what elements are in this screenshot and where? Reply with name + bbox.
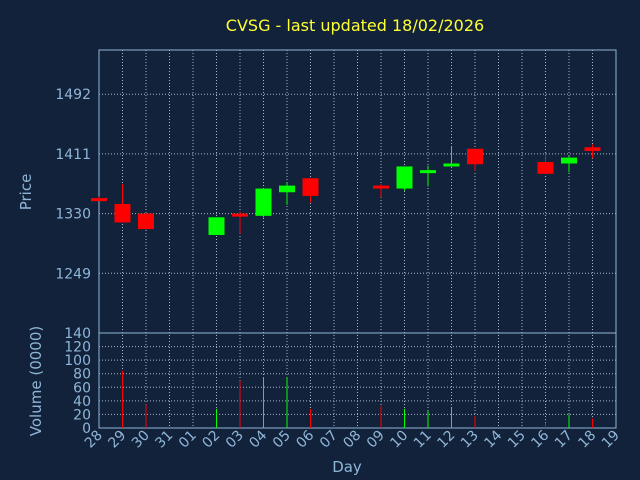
x-tick-label: 16 [528, 427, 552, 451]
candle-body [443, 163, 460, 167]
price-tick-label: 1330 [55, 207, 91, 223]
x-tick-label: 17 [552, 428, 576, 452]
price-tick-label: 1249 [55, 266, 91, 282]
volume-layer [122, 371, 593, 428]
candle-body [279, 185, 295, 193]
x-tick-label: 31 [152, 428, 176, 452]
candle-body [208, 217, 225, 235]
candle-body [467, 148, 483, 165]
volume-tick-label: 20 [73, 407, 91, 423]
x-tick-label: 15 [505, 428, 529, 452]
chart-title: CVSG - last updated 18/02/2026 [226, 16, 484, 35]
volume-tick-label: 140 [64, 326, 91, 342]
candles-layer [91, 144, 601, 235]
candle-body [255, 188, 272, 216]
x-tick-label: 19 [599, 428, 623, 452]
volume-axis-label: Volume (0000) [27, 326, 45, 436]
x-tick-label: 01 [176, 428, 200, 452]
candle-body [373, 185, 389, 189]
volume-grid [99, 346, 616, 415]
candle-body [302, 178, 319, 196]
x-tick-label: 14 [481, 427, 505, 451]
volume-tick-label: 100 [64, 353, 91, 369]
price-axis-label: Price [17, 174, 35, 211]
x-tick-label: 02 [199, 428, 223, 452]
x-tick-label: 06 [293, 427, 317, 451]
candle-body [138, 213, 154, 230]
x-axis-label: Day [332, 458, 362, 476]
x-tick-label: 30 [129, 428, 153, 452]
x-tick-label: 29 [105, 428, 129, 452]
price-grid [99, 50, 616, 428]
x-tick-label: 03 [223, 428, 247, 452]
price-tick-label: 1492 [55, 87, 91, 103]
candle-body [91, 198, 107, 202]
x-tick-label: 08 [340, 428, 364, 452]
candle-body [420, 170, 436, 174]
candle-body [561, 157, 577, 164]
x-tick-label: 18 [575, 428, 599, 452]
candle-body [232, 213, 248, 217]
volume-tick-label: 40 [73, 394, 91, 410]
price-tick-label: 1411 [55, 147, 91, 163]
volume-tick-label: 120 [64, 340, 91, 356]
x-tick-label: 12 [434, 428, 458, 452]
candle-body [396, 166, 413, 189]
candle-body [584, 147, 601, 151]
x-tick-label: 11 [411, 428, 435, 452]
volume-tick-label: 60 [73, 380, 91, 396]
x-tick-label: 04 [246, 427, 270, 451]
volume-tick-label: 0 [82, 421, 91, 437]
volume-tick-label: 80 [73, 367, 91, 383]
x-tick-label: 10 [387, 428, 411, 452]
x-tick-label: 07 [317, 428, 341, 452]
price-axis-ticks: 1249 1330 1411 1492 [55, 87, 91, 282]
candle-body [114, 204, 131, 223]
volume-plot-frame [98, 332, 617, 429]
candle-body [537, 162, 554, 174]
x-tick-label: 05 [270, 428, 294, 452]
x-tick-label: 09 [364, 428, 388, 452]
x-axis-ticks: 28 29 30 31 01 02 03 04 05 06 07 08 09 10 11 12 13 14 15 16… [82, 427, 623, 451]
x-tick-label: 13 [458, 428, 482, 452]
